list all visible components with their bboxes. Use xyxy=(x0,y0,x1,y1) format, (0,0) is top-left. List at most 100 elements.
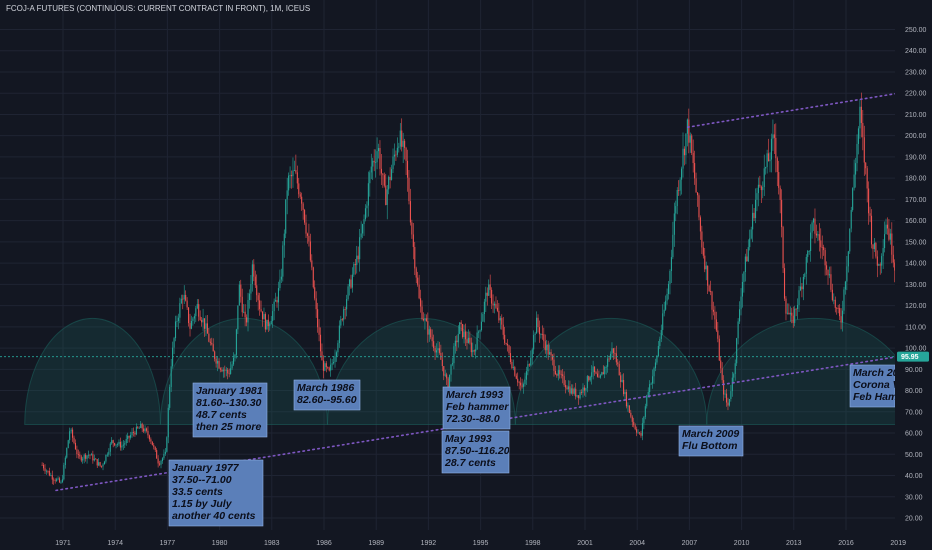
candle-down xyxy=(502,316,504,340)
candle-down xyxy=(596,368,599,378)
price-axis[interactable]: 20.00 30.00 40.00 50.00 60.00 70.00 80.00 90.00… xyxy=(895,0,932,550)
candle-down xyxy=(759,175,761,188)
candle-down xyxy=(227,367,229,380)
candle-up xyxy=(102,463,104,471)
candle-up xyxy=(591,365,593,385)
candle-up xyxy=(234,353,236,362)
annotation-line: March 2009 xyxy=(682,428,739,440)
candle-down xyxy=(492,294,494,313)
candle-down xyxy=(865,162,867,175)
time-tick-label: 1971 xyxy=(55,540,71,547)
candle-down xyxy=(507,338,509,352)
candle-up xyxy=(770,133,773,173)
candle-down xyxy=(701,225,703,254)
candle-down xyxy=(341,318,343,322)
candle-up xyxy=(882,239,884,269)
candle-down xyxy=(872,244,874,259)
annotation-line: March 2020 xyxy=(853,367,910,379)
time-tick-label: 2019 xyxy=(890,540,906,547)
annotation-box xyxy=(442,386,511,430)
time-tick-label: 2010 xyxy=(734,540,750,547)
candle-down xyxy=(306,232,309,244)
candle-up xyxy=(70,427,72,434)
candle-down xyxy=(820,228,822,259)
candle-up xyxy=(60,480,62,484)
candle-up xyxy=(370,153,372,180)
candle-up xyxy=(536,311,538,334)
candle-down xyxy=(240,279,242,303)
candle-up xyxy=(681,166,683,195)
candle-up xyxy=(808,249,810,255)
candle-up xyxy=(669,269,671,295)
annotation-line: March 1986 xyxy=(297,382,354,394)
price-tick-label: 240.00 xyxy=(905,48,927,55)
candle-down xyxy=(814,208,816,244)
price-tick-label: 160.00 xyxy=(905,218,927,225)
candle-up xyxy=(533,330,535,355)
candle-up xyxy=(61,474,63,484)
candle-down xyxy=(145,427,148,433)
candle-down xyxy=(470,337,472,357)
price-tick-label: 170.00 xyxy=(905,197,927,204)
candle-up xyxy=(811,220,813,239)
candle-up xyxy=(347,284,349,301)
candle-up xyxy=(804,272,806,280)
candle-up xyxy=(873,237,875,253)
candle-up xyxy=(769,152,771,173)
candle-up xyxy=(480,312,483,332)
candle-down xyxy=(405,146,407,175)
candle-down xyxy=(834,296,836,313)
candle-down xyxy=(389,167,391,189)
annotation-line: another 40 cents xyxy=(172,510,256,522)
candle-down xyxy=(699,215,701,240)
candle-down xyxy=(214,350,216,362)
candle-down xyxy=(143,424,145,434)
candle-down xyxy=(823,244,825,256)
candle-up xyxy=(167,404,169,444)
candle-up xyxy=(393,143,396,166)
candle-down xyxy=(620,372,622,388)
candle-up xyxy=(728,398,730,407)
candle-down xyxy=(420,289,422,313)
candle-down xyxy=(863,125,865,176)
annotation-line: 1.15 by July xyxy=(172,498,233,510)
candle-down xyxy=(495,296,497,309)
candle-down xyxy=(837,304,839,314)
annotation-box xyxy=(293,379,361,411)
candle-up xyxy=(649,380,651,398)
candle-up xyxy=(366,201,368,218)
candle-up xyxy=(601,371,603,376)
candle-down xyxy=(415,266,417,284)
candle-down xyxy=(401,118,403,152)
candle-down xyxy=(188,306,190,327)
candle-down xyxy=(412,222,414,260)
candle-up xyxy=(756,187,758,212)
candle-up xyxy=(670,249,672,284)
candle-up xyxy=(643,415,645,430)
candle-up xyxy=(589,375,591,382)
candle-down xyxy=(598,370,600,378)
time-axis[interactable]: 1971 1974 1977 1980 1983 1986 1989 1992 1995 1998… xyxy=(0,530,932,550)
candle-up xyxy=(663,301,665,317)
candle-up xyxy=(852,187,854,212)
candle-down xyxy=(261,311,264,327)
candle-up xyxy=(282,241,284,282)
candle-down xyxy=(256,274,258,303)
candle-up xyxy=(283,229,285,258)
candle-up xyxy=(579,389,581,400)
candle-down xyxy=(74,439,77,450)
candle-down xyxy=(464,323,467,347)
candle-up xyxy=(353,261,355,277)
candle-up xyxy=(277,281,280,311)
candle-down xyxy=(491,287,493,309)
candle-up xyxy=(689,132,691,153)
candle-up xyxy=(386,184,388,220)
